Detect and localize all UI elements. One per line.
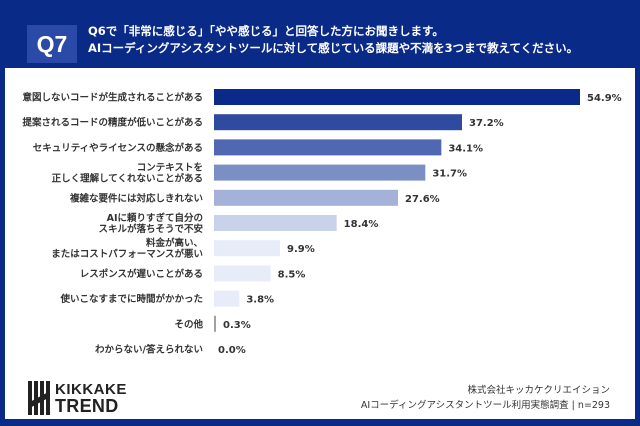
value-label: 8.5%: [278, 269, 306, 280]
bar: [214, 114, 462, 131]
bar: [214, 139, 442, 156]
survey-info: AIコーディングアシスタントツール利用実態調査 | n=293: [360, 400, 610, 411]
kikkake-trend-logo: KIKKAKE TREND: [28, 381, 127, 415]
category-label: 料金が高い、またはコストパフォーマンスが悪い: [51, 237, 203, 260]
bar: [214, 290, 240, 307]
category-label: AIに頼りすぎて自分のスキルが落ちそうで不安: [98, 212, 203, 235]
bar: [214, 89, 580, 105]
company-name: 株式会社キッカケクリエイション: [467, 385, 610, 396]
bar: [214, 240, 280, 257]
logo-mark-icon: [28, 381, 50, 415]
value-label: 18.4%: [344, 219, 379, 230]
category-label-line: わからない/答えられない: [95, 344, 203, 356]
category-label: セキュリティやライセンスの懸念がある: [33, 142, 203, 154]
category-label-line: 正しく理解してくれないことがある: [52, 173, 203, 185]
category-label-line: AIに頼りすぎて自分の: [107, 212, 203, 224]
bar: [214, 164, 426, 181]
category-label-line: 意図しないコードが生成されることがある: [22, 92, 203, 104]
category-label: その他: [174, 318, 203, 330]
category-label-line: その他: [174, 318, 203, 330]
category-label: 使いこなすまでに時間がかかった: [59, 293, 203, 305]
value-label: 37.2%: [469, 118, 504, 129]
category-label-line: スキルが落ちそうで不安: [98, 223, 203, 235]
category-label-line: 使いこなすまでに時間がかかった: [59, 293, 203, 305]
category-label-line: 料金が高い、: [146, 237, 203, 249]
value-label: 9.9%: [287, 244, 315, 255]
logo-line-1: KIKKAKE: [55, 381, 127, 398]
category-label: 提案されるコードの精度が低いことがある: [22, 117, 203, 129]
question-badge: Q7: [27, 25, 77, 63]
category-label-line: コンテキストを: [137, 163, 203, 174]
bar: [214, 265, 271, 282]
bar: [214, 315, 216, 332]
category-label-line: 提案されるコードの精度が低いことがある: [22, 117, 203, 129]
category-label: レスポンスが遅いことがある: [80, 268, 203, 280]
bar: [214, 215, 337, 231]
question-line-1: Q6で「非常に感じる」「やや感じる」と回答した方にお聞きします。: [88, 24, 444, 38]
category-label-line: セキュリティやライセンスの懸念がある: [33, 142, 203, 154]
value-label: 3.8%: [246, 295, 274, 306]
value-label: 54.9%: [587, 93, 622, 104]
category-label: わからない/答えられない: [95, 344, 203, 356]
value-label: 34.1%: [448, 143, 483, 154]
value-label: 31.7%: [432, 169, 467, 180]
category-label-line: またはコストパフォーマンスが悪い: [51, 248, 203, 260]
category-label-line: レスポンスが遅いことがある: [80, 268, 203, 280]
source-note: 株式会社キッカケクリエイション AIコーディングアシスタントツール利用実態調査 …: [361, 383, 610, 413]
category-label: 複雑な要件には対応しきれない: [69, 192, 203, 204]
bar: [214, 189, 398, 206]
question-line-2: AIコーディングアシスタントツールに対して感じている課題や不満を3つまで教えてく…: [88, 41, 579, 55]
category-label: コンテキストを正しく理解してくれないことがある: [52, 163, 203, 185]
value-label: 0.0%: [218, 345, 246, 356]
category-label: 意図しないコードが生成されることがある: [22, 92, 203, 104]
logo-line-2: TREND: [55, 396, 119, 416]
value-label: 27.6%: [405, 194, 440, 205]
category-label-line: 複雑な要件には対応しきれない: [69, 192, 203, 204]
question-text: Q6で「非常に感じる」「やや感じる」と回答した方にお聞きします。 AIコーディン…: [88, 23, 578, 57]
value-label: 0.3%: [223, 320, 251, 331]
